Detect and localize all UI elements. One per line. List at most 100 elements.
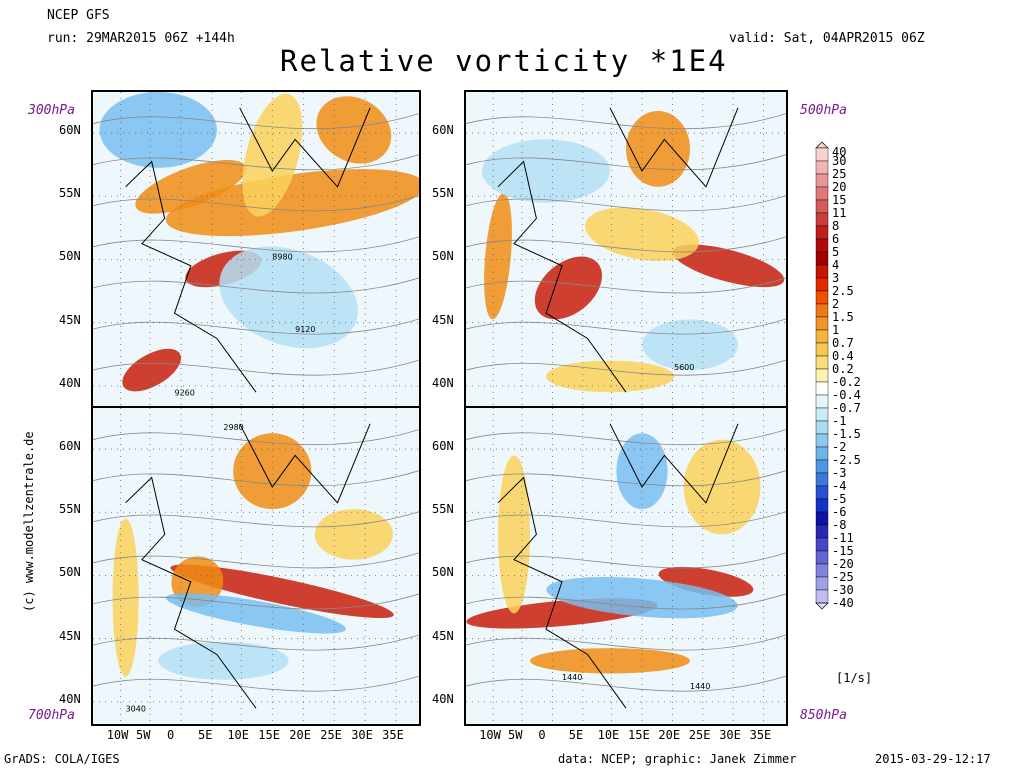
credit-text: (c) www.modellzentrale.de — [22, 431, 36, 612]
lat-tick-label: 55N — [432, 186, 454, 201]
colorbar-label: 1.5 — [832, 310, 854, 324]
colorbar-label: -25 — [832, 570, 854, 584]
lon-tick-label: 10W — [479, 728, 501, 742]
valid-time: valid: Sat, 04APR2015 06Z — [729, 31, 925, 46]
height-contour — [466, 511, 786, 528]
lon-tick-label: 10W — [106, 728, 129, 742]
vorticity-region — [672, 244, 785, 288]
colorbar-swatch — [815, 173, 829, 188]
colorbar-swatch — [815, 498, 829, 513]
vorticity-region — [482, 139, 610, 203]
model-name: NCEP GFS — [47, 8, 110, 23]
height-contour — [466, 552, 786, 569]
lat-tick-label: 60N — [59, 439, 81, 454]
colorbar-swatch — [815, 524, 829, 539]
colorbar-swatch — [815, 563, 829, 578]
height-contour — [466, 359, 786, 376]
vorticity-region — [616, 433, 668, 510]
colorbar-swatch — [815, 290, 829, 305]
lat-tick-label: 40N — [432, 691, 454, 706]
colorbar-label: -2 — [832, 440, 846, 454]
unit-label: [1/s] — [836, 671, 873, 685]
coastline — [125, 423, 371, 709]
height-contour — [466, 429, 786, 446]
height-contour — [466, 470, 786, 487]
coastline — [125, 107, 371, 393]
vorticity-region — [658, 566, 754, 597]
colorbar-swatch — [815, 511, 829, 526]
lat-tick-label: 60N — [59, 123, 81, 138]
colorbar-label: 30 — [832, 154, 846, 168]
colorbar-swatch — [815, 186, 829, 201]
lon-tick-label: 15E — [258, 728, 280, 742]
colorbar-label: 0.7 — [832, 336, 854, 350]
colorbar: 403025201511865432.521.510.70.40.2-0.2-0… — [815, 141, 861, 610]
colorbar-swatch — [815, 303, 829, 318]
footer-timestamp: 2015-03-29-12:17 — [875, 752, 991, 766]
run-info: run: 29MAR2015 06Z +144h — [47, 31, 235, 46]
lon-tick-label: 20E — [289, 728, 311, 742]
colorbar-swatch — [815, 420, 829, 435]
contour-label: 5600 — [674, 363, 694, 372]
height-contour — [93, 675, 419, 692]
vorticity-region — [99, 92, 217, 168]
colorbar-label: 25 — [832, 167, 846, 181]
lat-tick-label: 50N — [432, 249, 454, 264]
vorticity-region — [642, 319, 738, 371]
lon-tick-label: 5E — [197, 728, 213, 742]
lat-tick-label: 60N — [432, 439, 454, 454]
lat-tick-label: 45N — [432, 628, 454, 643]
height-contour — [93, 236, 419, 253]
colorbar-swatch — [815, 550, 829, 565]
lat-tick-label: 45N — [432, 312, 454, 327]
colorbar-label: 2 — [832, 297, 839, 311]
height-contour — [466, 195, 786, 212]
level-label-850: 850hPa — [800, 708, 847, 723]
height-contour — [93, 511, 419, 528]
colorbar-swatch — [815, 576, 829, 591]
footer-software: GrADS: COLA/IGES — [4, 752, 120, 766]
contour-label: 9260 — [175, 388, 195, 397]
colorbar-top-arrow — [815, 141, 829, 149]
colorbar-swatch — [815, 459, 829, 474]
colorbar-label: 5 — [832, 245, 839, 259]
colorbar-label: -20 — [832, 557, 854, 571]
colorbar-swatch — [815, 407, 829, 422]
lat-tick-label: 50N — [59, 249, 81, 264]
colorbar-label: -2.5 — [832, 453, 861, 467]
colorbar-label: 3 — [832, 271, 839, 285]
colorbar-label: -15 — [832, 544, 854, 558]
level-label-700: 700hPa — [28, 708, 75, 723]
colorbar-swatch — [815, 212, 829, 227]
vorticity-region — [314, 509, 393, 560]
lat-tick-label: 45N — [59, 628, 81, 643]
lon-tick-label: 10E — [597, 728, 620, 742]
height-contour — [466, 318, 786, 335]
panel-850hpa: 1440 1440 — [464, 406, 788, 726]
colorbar-swatch — [815, 160, 829, 175]
colorbar-label: -6 — [832, 505, 846, 519]
colorbar-label: 15 — [832, 193, 846, 207]
colorbar-swatch — [815, 238, 829, 253]
colorbar-bottom-arrow — [815, 602, 829, 610]
lon-tick-label: 15E — [628, 728, 650, 742]
height-contour — [93, 113, 419, 130]
colorbar-label: 0.2 — [832, 362, 854, 376]
vorticity-region — [498, 455, 530, 614]
colorbar-swatch — [815, 368, 829, 383]
vorticity-region — [546, 576, 738, 619]
lat-tick-label: 50N — [59, 565, 81, 580]
chart-title: Relative vorticity *1E4 — [280, 44, 728, 78]
vorticity-region — [170, 564, 394, 619]
colorbar-label: -0.7 — [832, 401, 861, 415]
colorbar-label: 40 — [832, 145, 846, 159]
colorbar-swatch — [815, 264, 829, 279]
colorbar-swatch — [815, 277, 829, 292]
height-contour — [466, 277, 786, 294]
height-contour — [93, 470, 419, 487]
lon-tick-label: 25E — [320, 728, 342, 742]
vorticity-region — [166, 593, 346, 634]
lat-tick-label: 55N — [59, 186, 81, 201]
colorbar-swatch — [815, 225, 829, 240]
vorticity-region — [484, 193, 512, 320]
